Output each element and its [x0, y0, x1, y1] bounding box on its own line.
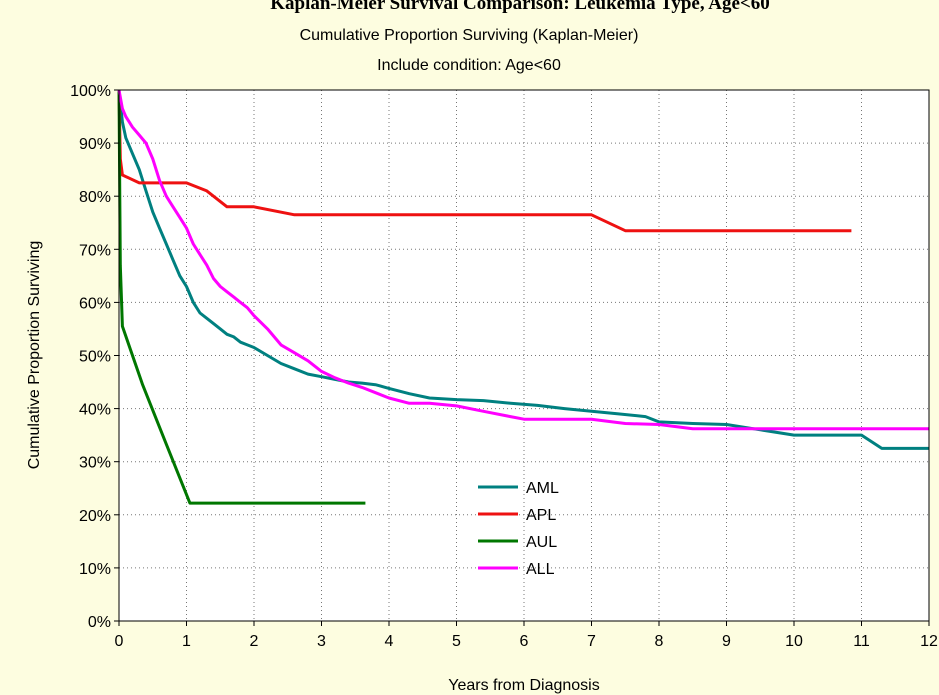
x-tick-label: 2 — [250, 633, 259, 650]
y-tick-label: 100% — [70, 83, 111, 100]
series-line-aml — [117, 89, 929, 450]
series-line-all — [117, 89, 929, 431]
x-tick-label: 9 — [722, 633, 731, 650]
y-tick-label: 60% — [79, 295, 111, 312]
ticks: 0 1 2 3 4 5 6 7 8 9 10 11 120%10%20%30%40%50%60%70%8… — [70, 83, 938, 650]
series-layer — [117, 89, 929, 505]
y-tick-label: 10% — [79, 561, 111, 578]
grid — [119, 90, 929, 621]
chart-title-partial: Kaplan-Meier Survival Comparison: Leukem… — [270, 0, 770, 14]
x-tick-label: 12 — [920, 633, 938, 650]
legend-label-aml: AML — [526, 480, 559, 497]
y-axis-label: Cumulative Proportion Surviving — [26, 241, 43, 470]
y-tick-label: 40% — [79, 402, 111, 419]
x-tick-label: 10 — [785, 633, 803, 650]
y-tick-label: 80% — [79, 189, 111, 206]
legend-label-aul: AUL — [526, 534, 557, 551]
x-tick-label: 0 — [115, 633, 124, 650]
x-tick-label: 6 — [520, 633, 529, 650]
x-tick-label: 4 — [385, 633, 394, 650]
x-tick-label: 8 — [655, 633, 664, 650]
series-line-apl — [117, 89, 852, 233]
y-tick-label: 50% — [79, 349, 111, 366]
series-line-aul — [117, 89, 366, 505]
legend-label-apl: APL — [526, 507, 556, 524]
chart-subtitle: Include condition: Age<60 — [377, 57, 561, 74]
y-tick-label: 70% — [79, 242, 111, 259]
x-tick-label: 7 — [587, 633, 596, 650]
legend: AML APL AUL ALL — [478, 480, 559, 578]
chart-title: Cumulative Proportion Surviving (Kaplan-… — [300, 27, 639, 44]
legend-label-all: ALL — [526, 561, 555, 578]
x-axis-label: Years from Diagnosis — [448, 677, 599, 694]
y-tick-label: 30% — [79, 455, 111, 472]
y-tick-label: 90% — [79, 136, 111, 153]
x-tick-label: 11 — [853, 633, 870, 650]
x-tick-label: 1 — [182, 633, 191, 650]
y-tick-label: 0% — [88, 614, 111, 631]
x-tick-label: 5 — [452, 633, 461, 650]
y-tick-label: 20% — [79, 508, 111, 525]
x-tick-label: 3 — [317, 633, 326, 650]
